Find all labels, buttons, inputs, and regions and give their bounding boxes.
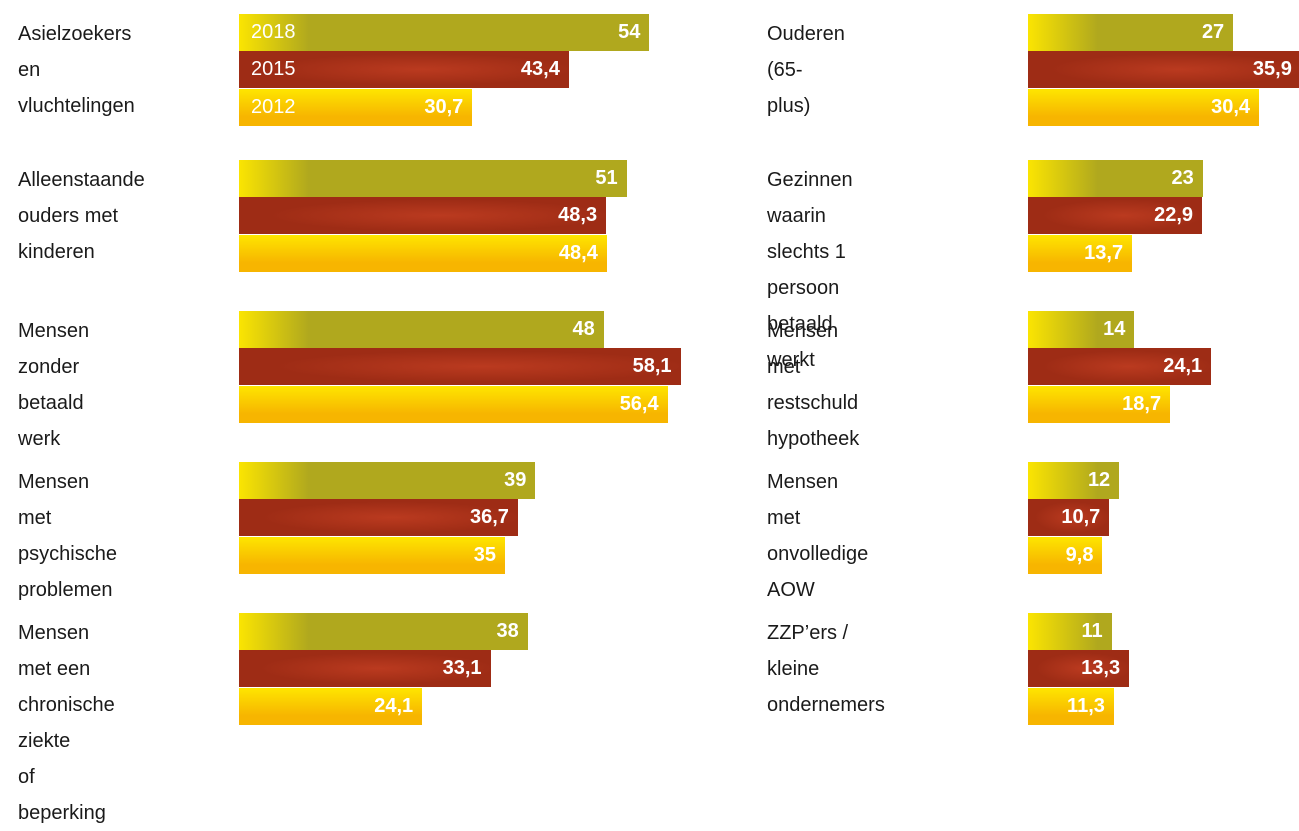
value-label: 22,9 xyxy=(1154,204,1194,227)
value-label: 35 xyxy=(473,543,496,566)
bar: 51 xyxy=(239,160,627,197)
bar: 12 xyxy=(1028,462,1120,499)
bar: 24,1 xyxy=(239,687,423,725)
bar: 14 xyxy=(1028,311,1135,348)
category-label: Mensen met psychische problemen xyxy=(18,471,117,601)
value-label: 48,3 xyxy=(558,204,598,227)
value-label: 12 xyxy=(1087,469,1111,491)
value-label: 18,7 xyxy=(1122,392,1162,415)
bar: 56,4 xyxy=(239,385,668,423)
bar: 48,3 xyxy=(239,197,607,235)
category-label: Asielzoekers en vluchtelingen xyxy=(18,23,135,117)
value-label: 9,8 xyxy=(1065,543,1094,566)
bar: 2015 43,4 xyxy=(239,51,569,89)
value-label: 13,7 xyxy=(1084,241,1124,264)
bar: 9,8 xyxy=(1028,536,1103,574)
page: {"chart_data": [ {"type": "bar", "catego… xyxy=(18,0,1299,824)
bar: 11,3 xyxy=(1028,687,1114,725)
value-label: 56,4 xyxy=(619,392,659,415)
bar: 39 xyxy=(239,462,536,499)
value-label: 33,1 xyxy=(442,657,482,680)
bar: 27 xyxy=(1028,14,1234,51)
category-label: Mensen met restschuld hypotheek xyxy=(767,320,860,450)
bar: 48 xyxy=(239,311,604,348)
value-label: 11 xyxy=(1081,620,1103,642)
bar: 36,7 xyxy=(239,499,518,537)
bar: 24,1 xyxy=(1028,348,1212,386)
bar: 35 xyxy=(239,536,505,574)
bar: 58,1 xyxy=(239,348,681,386)
category-label: Mensen met een chronische ziekte of bepe… xyxy=(18,622,115,824)
bar: 48,4 xyxy=(239,234,607,272)
bar: 2018 54 xyxy=(239,14,650,51)
bar: 22,9 xyxy=(1028,197,1203,235)
value-label: 48 xyxy=(572,318,595,340)
bar: 13,3 xyxy=(1028,650,1130,688)
bar: 33,1 xyxy=(239,650,491,688)
value-label: 23 xyxy=(1171,167,1194,189)
value-label: 24,1 xyxy=(374,694,414,717)
value-label: 54 xyxy=(618,21,641,43)
value-label: 30,7 xyxy=(424,95,464,118)
bar: 2012 30,7 xyxy=(239,88,473,126)
value-label: 43,4 xyxy=(520,58,560,81)
value-label: 13,3 xyxy=(1081,657,1121,680)
value-label: 10,7 xyxy=(1061,506,1101,529)
value-label: 38 xyxy=(496,620,519,642)
legend-label: 2015 xyxy=(251,58,296,81)
value-label: 48,4 xyxy=(558,241,598,264)
bar: 30,4 xyxy=(1028,88,1260,126)
value-label: 14 xyxy=(1103,318,1126,340)
value-label: 58,1 xyxy=(632,355,672,378)
bar: 38 xyxy=(239,613,528,650)
category-label: Mensen zonder betaald werk xyxy=(18,320,90,450)
bar: 10,7 xyxy=(1028,499,1110,537)
chart-panel: Asielzoekers en vluchtelingen 2018 54 2015 4… xyxy=(18,0,681,824)
value-label: 35,9 xyxy=(1252,58,1292,81)
bar: 13,7 xyxy=(1028,234,1133,272)
bar: 23 xyxy=(1028,160,1203,197)
bar: 18,7 xyxy=(1028,385,1171,423)
category-label: Mensen met onvolledige AOW xyxy=(767,471,869,601)
category-label: ZZP’ers / kleine ondernemers xyxy=(767,622,885,716)
value-label: 24,1 xyxy=(1163,355,1203,378)
value-label: 51 xyxy=(595,167,618,189)
legend-label: 2018 xyxy=(251,21,296,43)
bar: 11 xyxy=(1028,613,1112,650)
bar: 35,9 xyxy=(1028,51,1299,89)
category-label: Gezinnen waarin slechts 1 persoon betaal… xyxy=(767,169,853,371)
value-label: 11,3 xyxy=(1067,694,1105,717)
value-label: 30,4 xyxy=(1211,95,1251,118)
category-label: Alleenstaande ouders met kinderen xyxy=(18,169,145,263)
chart-panel: Ouderen (65-plus) 27 35,9 30,4 Gezinnen waar… xyxy=(767,0,1299,725)
category-label: Ouderen (65-plus) xyxy=(767,23,845,117)
value-label: 36,7 xyxy=(469,506,509,529)
value-label: 39 xyxy=(504,469,527,491)
value-label: 27 xyxy=(1201,21,1225,43)
legend-label: 2012 xyxy=(251,95,296,118)
